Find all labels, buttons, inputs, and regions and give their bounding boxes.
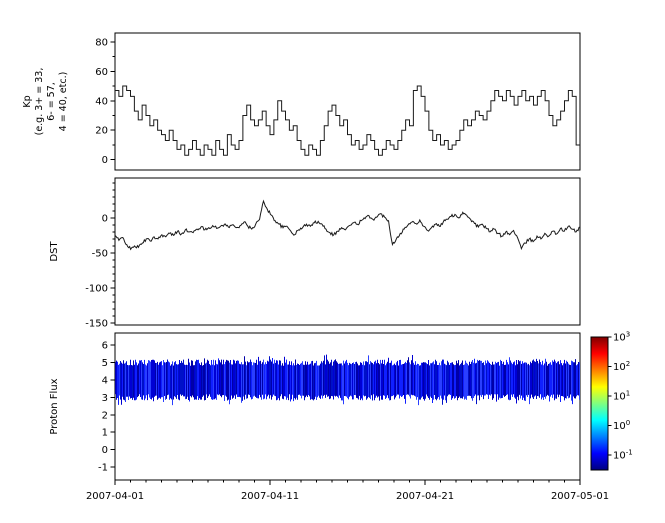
y-tick-label: 5 (102, 358, 108, 369)
dst-y-ticks: 0 -50 -100 -150 (85, 182, 115, 329)
y-tick-label: -50 (92, 248, 108, 259)
kp-series-line (114, 85, 580, 156)
kp-axis-label: Kp(e.g. 3+ = 33,6- = 57,4 = 40, etc.) (22, 68, 69, 136)
colorbar: 103 102 101 100 10-1 (590, 331, 633, 471)
colorbar-tick-label: 10-1 (613, 449, 633, 462)
y-tick-label: 1 (102, 428, 108, 439)
colorbar-gradient (591, 337, 608, 470)
y-tick-label: 60 (95, 67, 108, 78)
x-tick-label: 2007-04-11 (241, 491, 299, 502)
x-axis: 2007-04-01 2007-04-11 2007-04-21 2007-05-01 (86, 480, 609, 502)
y-tick-label: -150 (85, 318, 108, 329)
y-tick-label: 3 (102, 393, 108, 404)
y-tick-label: 2 (102, 410, 108, 421)
y-tick-label: 0 (102, 445, 108, 456)
y-tick-label: 40 (95, 96, 108, 107)
kp-axes-frame (114, 32, 581, 171)
y-tick-label: 0 (102, 213, 108, 224)
proton-axes-frame (114, 332, 581, 481)
dst-axis-label: DST (49, 241, 60, 262)
proton-band-strokes (119, 355, 580, 406)
x-tick-label: 2007-04-21 (396, 491, 454, 502)
proton-band-strokes (116, 354, 565, 405)
proton-band-strokes (120, 355, 574, 405)
y-tick-label: 20 (95, 126, 108, 137)
proton-panel: 6 5 4 3 2 1 0 -1 Proton Flux (49, 332, 581, 481)
y-tick-label: 4 (102, 375, 108, 386)
colorbar-tick-label: 100 (613, 419, 630, 432)
proton-y-ticks: 6 5 4 3 2 1 0 -1 (98, 341, 115, 473)
proton-band-strokes (115, 356, 579, 401)
y-tick-label: -100 (85, 283, 108, 294)
x-tick-label: 2007-04-01 (86, 491, 144, 502)
proton-band-strokes (117, 358, 578, 405)
dst-panel: 0 -50 -100 -150 DST (49, 177, 581, 329)
colorbar-tick-label: 102 (613, 360, 630, 373)
y-tick-label: 6 (102, 341, 108, 352)
y-tick-label: 80 (95, 37, 108, 48)
colorbar-tick-label: 101 (613, 390, 630, 403)
kp-y-ticks: 0 20 40 60 80 (95, 37, 115, 166)
proton-axis-label: Proton Flux (49, 378, 60, 434)
proton-flux-band (115, 354, 580, 406)
colorbar-tick-label: 103 (613, 331, 630, 344)
y-tick-label: -1 (98, 462, 108, 473)
dst-axes-frame (114, 177, 581, 326)
y-tick-label: 0 (102, 155, 108, 166)
dst-series-line (114, 199, 581, 251)
colorbar-frame (590, 336, 609, 471)
kp-panel: 0 20 40 60 80 Kp(e.g. 3+ = 33,6- = 57,4 = 40,… (22, 32, 581, 171)
x-tick-label: 2007-05-01 (551, 491, 609, 502)
